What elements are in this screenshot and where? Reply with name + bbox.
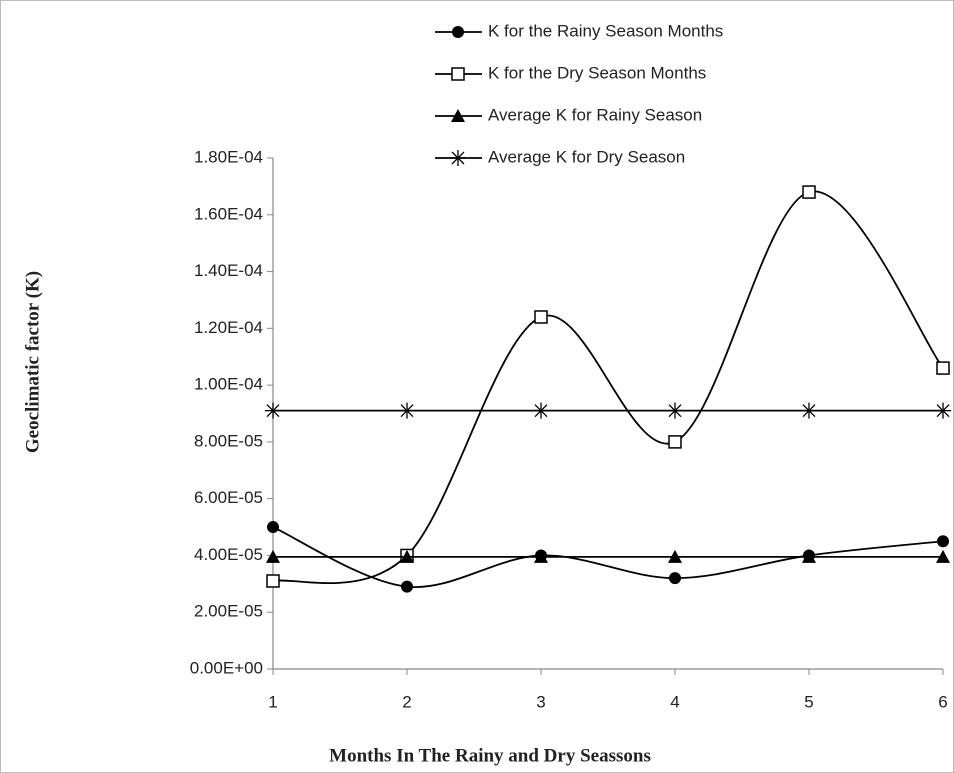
legend-marker — [451, 109, 465, 122]
y-tick-label: 1.00E-04 — [194, 375, 263, 394]
marker — [667, 402, 683, 419]
marker — [534, 549, 548, 563]
marker — [668, 549, 682, 563]
marker — [669, 572, 681, 585]
marker — [266, 574, 280, 588]
marker — [534, 310, 548, 324]
marker — [265, 402, 281, 419]
legend-label: Average K for Rainy Season — [488, 105, 702, 124]
marker — [266, 549, 280, 563]
legend-label: K for the Rainy Season Months — [488, 21, 723, 40]
marker — [936, 549, 950, 563]
marker — [801, 402, 817, 419]
legend-label: Average K for Dry Season — [488, 147, 685, 166]
legend-marker — [452, 26, 464, 38]
y-axis-label: Geoclimatic factor (K) — [22, 271, 43, 453]
marker — [399, 402, 415, 419]
x-tick-label: 4 — [670, 692, 679, 711]
x-tick-label: 2 — [402, 692, 411, 711]
series-line — [272, 526, 944, 588]
x-tick-label: 5 — [804, 692, 813, 711]
y-tick-label: 2.00E-05 — [194, 602, 263, 621]
marker — [802, 549, 816, 563]
marker — [802, 185, 816, 199]
x-tick-label: 3 — [536, 692, 545, 711]
marker — [267, 521, 279, 534]
legend-marker — [451, 67, 465, 81]
marker — [401, 580, 413, 593]
x-tick-label: 6 — [938, 692, 947, 711]
marker — [668, 435, 682, 449]
marker — [533, 402, 549, 419]
y-tick-label: 0.00E+00 — [190, 658, 263, 677]
y-tick-label: 1.60E-04 — [194, 204, 263, 223]
marker — [935, 402, 951, 419]
legend-label: K for the Dry Season Months — [488, 63, 706, 82]
marker — [936, 361, 950, 375]
y-tick-label: 1.80E-04 — [194, 147, 263, 166]
marker — [937, 535, 949, 548]
x-tick-label: 1 — [268, 692, 277, 711]
y-tick-label: 6.00E-05 — [194, 488, 263, 507]
y-tick-label: 1.20E-04 — [194, 318, 263, 337]
y-tick-label: 1.40E-04 — [194, 261, 263, 280]
legend-marker — [450, 150, 466, 166]
y-tick-label: 8.00E-05 — [194, 431, 263, 450]
y-tick-label: 4.00E-05 — [194, 545, 263, 564]
x-axis-label: Months In The Rainy and Dry Seassons — [329, 745, 651, 766]
marker — [400, 549, 414, 563]
